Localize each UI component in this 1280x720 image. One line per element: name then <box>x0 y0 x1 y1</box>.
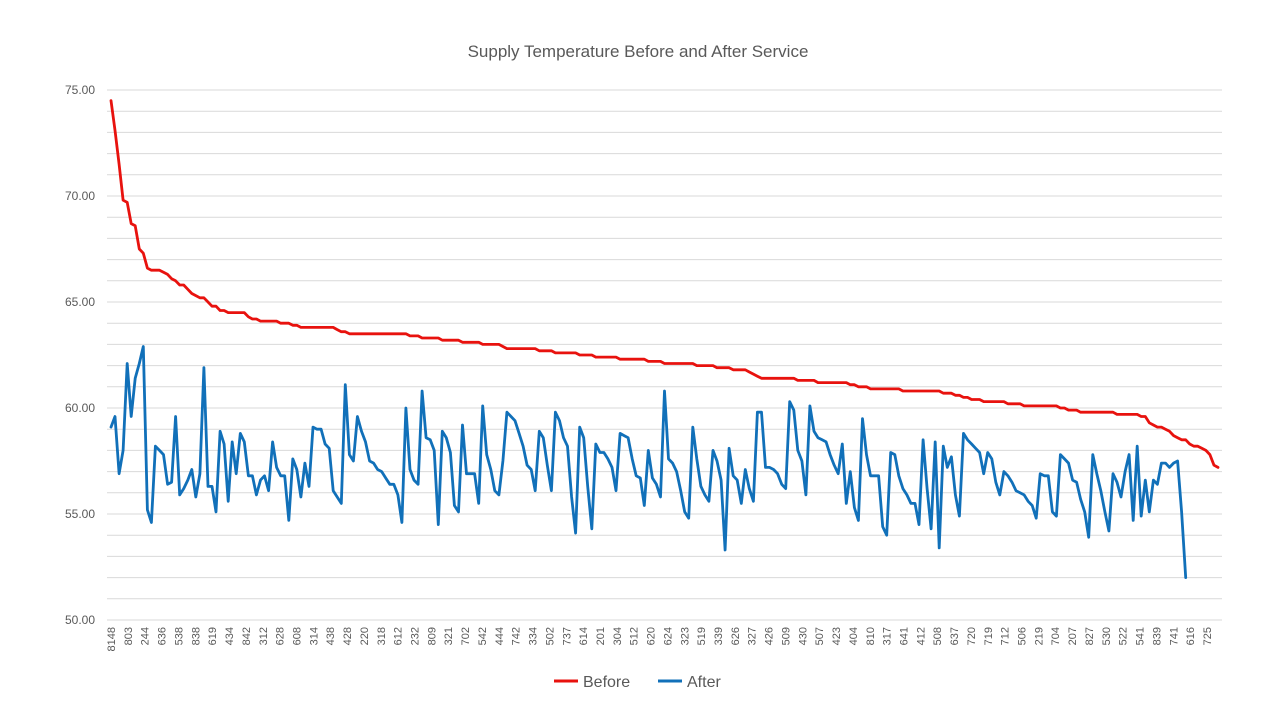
x-tick-label: 704 <box>1050 627 1062 645</box>
y-tick-label: 75.00 <box>65 83 95 97</box>
x-tick-label: 423 <box>831 627 843 645</box>
x-tick-label: 612 <box>393 627 405 645</box>
x-tick-label: 428 <box>342 627 354 645</box>
x-tick-label: 438 <box>325 627 337 645</box>
x-tick-label: 522 <box>1118 627 1130 645</box>
x-tick-label: 842 <box>241 627 253 645</box>
x-tick-label: 608 <box>291 627 303 645</box>
x-tick-label: 444 <box>494 627 506 645</box>
x-tick-label: 719 <box>983 627 995 645</box>
x-tick-label: 339 <box>713 627 725 645</box>
x-tick-label: 8148 <box>106 627 118 651</box>
x-tick-label: 318 <box>376 627 388 645</box>
x-tick-label: 530 <box>1101 627 1113 645</box>
x-tick-label: 542 <box>477 627 489 645</box>
x-tick-label: 637 <box>949 627 961 645</box>
x-tick-label: 220 <box>359 627 371 645</box>
series-line-after <box>109 345 1188 579</box>
x-tick-label: 620 <box>646 627 658 645</box>
x-tick-label: 507 <box>814 627 826 645</box>
y-tick-label: 60.00 <box>65 401 95 415</box>
x-tick-label: 809 <box>426 627 438 645</box>
x-tick-label: 314 <box>308 627 320 645</box>
x-tick-label: 628 <box>275 627 287 645</box>
x-tick-label: 838 <box>190 627 202 645</box>
x-tick-label: 317 <box>882 627 894 645</box>
x-tick-label: 725 <box>1202 627 1214 645</box>
legend-label-before: Before <box>583 674 630 691</box>
x-tick-label: 742 <box>511 627 523 645</box>
x-tick-label: 323 <box>679 627 691 645</box>
x-tick-label: 741 <box>1168 627 1180 645</box>
y-tick-label: 70.00 <box>65 189 95 203</box>
x-tick-label: 712 <box>1000 627 1012 645</box>
x-tick-label: 641 <box>898 627 910 645</box>
x-tick-label: 624 <box>662 627 674 645</box>
x-tick-label: 810 <box>865 627 877 645</box>
x-tick-label: 207 <box>1067 627 1079 645</box>
x-tick-label: 839 <box>1151 627 1163 645</box>
x-tick-label: 334 <box>528 627 540 645</box>
x-tick-label: 538 <box>173 627 185 645</box>
x-tick-label: 619 <box>207 627 219 645</box>
x-tick-label: 737 <box>561 627 573 645</box>
x-tick-label: 244 <box>140 627 152 645</box>
x-tick-label: 426 <box>764 627 776 645</box>
y-tick-label: 50.00 <box>65 613 95 627</box>
x-tick-label: 803 <box>123 627 135 645</box>
x-tick-label: 614 <box>578 627 590 645</box>
x-tick-label: 404 <box>848 627 860 645</box>
x-tick-label: 304 <box>612 627 624 645</box>
x-tick-label: 312 <box>258 627 270 645</box>
x-tick-label: 508 <box>932 627 944 645</box>
series-line-before <box>109 99 1220 469</box>
x-tick-label: 412 <box>915 627 927 645</box>
legend-label-after: After <box>687 674 721 691</box>
x-tick-label: 541 <box>1135 627 1147 645</box>
x-tick-label: 616 <box>1185 627 1197 645</box>
x-tick-label: 720 <box>966 627 978 645</box>
x-tick-label: 219 <box>1033 627 1045 645</box>
x-tick-label: 509 <box>780 627 792 645</box>
x-tick-label: 827 <box>1084 627 1096 645</box>
x-tick-label: 512 <box>629 627 641 645</box>
x-tick-label: 327 <box>747 627 759 645</box>
chart-title: Supply Temperature Before and After Serv… <box>467 42 809 61</box>
x-tick-label: 702 <box>460 627 472 645</box>
x-tick-label: 201 <box>595 627 607 645</box>
x-tick-label: 502 <box>544 627 556 645</box>
x-tick-label: 434 <box>224 627 236 645</box>
x-tick-label: 321 <box>443 627 455 645</box>
y-tick-label: 55.00 <box>65 507 95 521</box>
x-tick-label: 636 <box>157 627 169 645</box>
x-tick-label: 519 <box>696 627 708 645</box>
x-tick-label: 430 <box>797 627 809 645</box>
x-tick-label: 232 <box>410 627 422 645</box>
y-tick-label: 65.00 <box>65 295 95 309</box>
x-tick-label: 626 <box>730 627 742 645</box>
x-tick-label: 506 <box>1017 627 1029 645</box>
